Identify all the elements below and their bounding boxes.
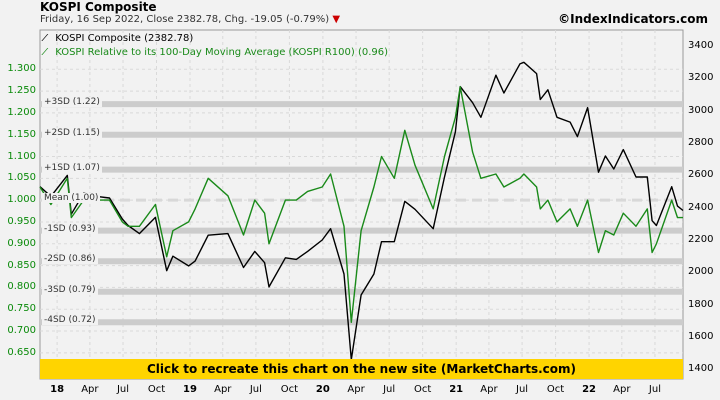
series-line-kospi: [39, 61, 684, 361]
legend-label-kospi: KOSPI Composite (2382.78): [55, 33, 194, 44]
left-tick-label: 1.100: [7, 150, 36, 162]
x-tick-label: Jul: [116, 384, 130, 395]
right-tick-label: 1800: [688, 298, 714, 310]
left-tick-label: 0.850: [7, 259, 36, 271]
series-layer: [39, 61, 684, 361]
x-tick-label: Oct: [414, 384, 432, 395]
right-tick-label: 2800: [688, 137, 714, 149]
right-tick-label: 2000: [688, 266, 714, 278]
x-tick-label: Apr: [347, 384, 365, 395]
x-tick-label: Jul: [383, 384, 396, 395]
sd-bands-layer: [40, 101, 683, 326]
x-tick-label: Oct: [280, 384, 299, 395]
x-tick-label: Apr: [214, 384, 232, 395]
left-tick-label: 1.250: [7, 85, 36, 97]
x-tick-label: 19: [183, 384, 197, 395]
right-tick-label: 1400: [688, 363, 714, 375]
right-tick-label: 2600: [688, 169, 714, 181]
sd-band-label: -2SD (0.86): [42, 254, 98, 265]
left-tick-label: 0.700: [7, 325, 36, 336]
x-tick-label: Apr: [81, 384, 99, 395]
left-tick-label: 1.300: [7, 63, 36, 75]
x-tick-label: 18: [50, 384, 65, 395]
series-line-ratio: [39, 85, 683, 323]
left-tick-label: 1.150: [7, 128, 36, 140]
left-tick-label: 0.650: [7, 346, 36, 358]
recreate-chart-banner[interactable]: Click to recreate this chart on the new …: [40, 359, 683, 379]
x-tick-label: Apr: [613, 384, 631, 395]
legend-item-kospi: ⁄ KOSPI Composite (2382.78): [44, 32, 388, 46]
left-tick-label: 0.900: [7, 237, 36, 249]
sd-band-label: -1SD (0.93): [42, 223, 98, 234]
x-tick-label: 21: [449, 384, 464, 395]
sd-band-label: -4SD (0.72): [42, 315, 98, 326]
left-tick-label: 0.950: [7, 215, 36, 227]
x-tick-label: 22: [582, 384, 596, 395]
x-tick-label: Oct: [546, 384, 565, 395]
legend-item-ratio: ⁄ KOSPI Relative to its 100-Day Moving A…: [44, 46, 388, 60]
subtitle-text: Friday, 16 Sep 2022, Close 2382.78, Chg.…: [40, 14, 330, 25]
down-arrow-icon: ▼: [332, 14, 341, 25]
right-tick-label: 3000: [688, 104, 714, 116]
sd-band-label: +2SD (1.15): [42, 127, 102, 138]
chart-subtitle: Friday, 16 Sep 2022, Close 2382.78, Chg.…: [40, 14, 340, 25]
x-tick-label: Oct: [147, 384, 166, 395]
legend-line-black-icon: ⁄: [44, 33, 46, 44]
x-tick-label: Jul: [249, 384, 262, 395]
right-tick-label: 2200: [688, 234, 714, 246]
x-tick-label: Jul: [516, 384, 529, 395]
chart-title: KOSPI Composite: [40, 0, 157, 14]
sd-band-label: +3SD (1.22): [42, 97, 102, 108]
left-tick-label: 0.750: [7, 303, 36, 315]
right-tick-label: 3400: [688, 40, 714, 52]
x-tick-label: Jul: [648, 384, 661, 395]
left-tick-label: 1.000: [7, 194, 36, 206]
brand-label: ©IndexIndicators.com: [558, 12, 708, 26]
left-tick-label: 1.200: [7, 106, 36, 118]
legend-line-green-icon: ⁄: [44, 47, 46, 58]
left-tick-label: 1.050: [7, 172, 36, 184]
sd-band-label: +1SD (1.07): [42, 162, 102, 173]
x-tick-label: 20: [315, 384, 330, 395]
left-tick-label: 0.800: [7, 281, 36, 293]
x-tick-label: Apr: [480, 384, 498, 395]
sd-band-label: -3SD (0.79): [42, 284, 98, 295]
right-tick-label: 3200: [688, 72, 714, 84]
right-tick-label: 2400: [688, 201, 714, 213]
legend: ⁄ KOSPI Composite (2382.78) ⁄ KOSPI Rela…: [44, 32, 388, 60]
right-tick-label: 1600: [688, 330, 714, 342]
sd-band-label: Mean (1.00): [42, 193, 101, 204]
legend-label-ratio: KOSPI Relative to its 100-Day Moving Ave…: [55, 47, 389, 58]
